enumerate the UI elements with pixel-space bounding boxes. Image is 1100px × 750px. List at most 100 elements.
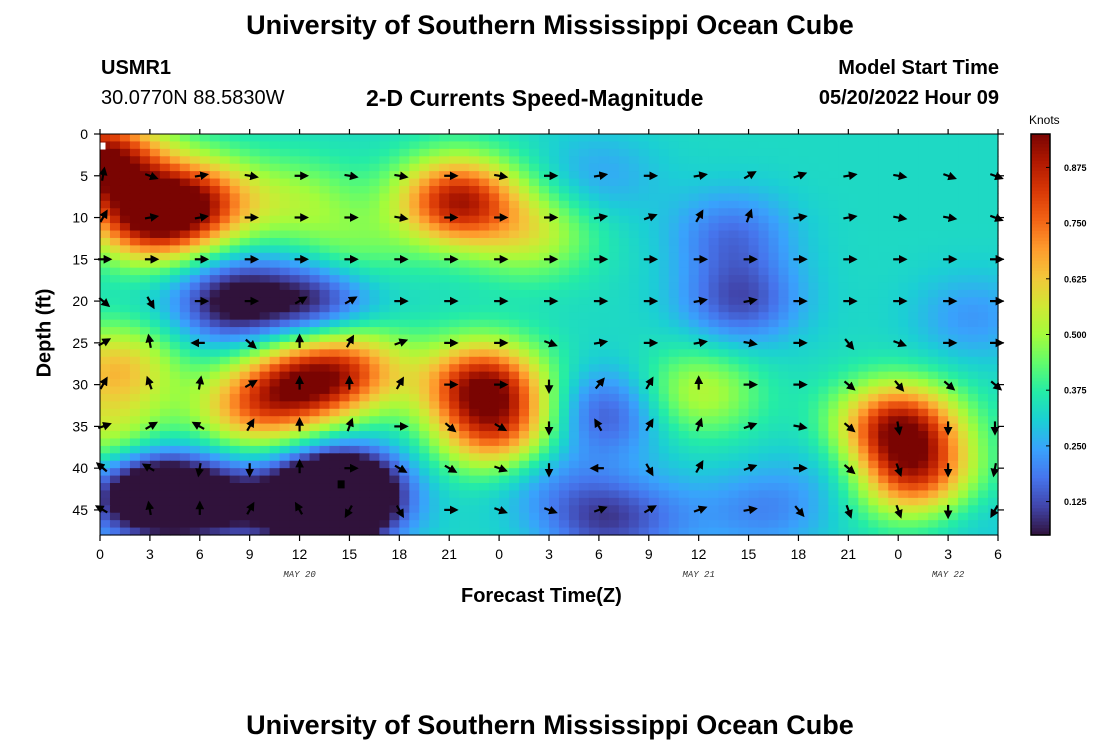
heat-cell: [588, 445, 600, 454]
heat-cell: [129, 223, 141, 232]
heat-cell: [229, 223, 241, 232]
heat-cell: [479, 334, 490, 343]
heat-cell: [149, 208, 161, 217]
heat-cell: [588, 497, 600, 506]
heat-cell: [958, 393, 969, 402]
heat-cell: [658, 483, 670, 492]
heat-cell: [359, 223, 370, 232]
heat-cell: [828, 148, 839, 157]
heat-cell: [708, 393, 720, 402]
heat-cell: [439, 141, 450, 150]
heat-cell: [858, 423, 869, 432]
heat-cell: [389, 245, 400, 254]
heat-cell: [199, 237, 211, 246]
heat-cell: [708, 483, 720, 492]
heat-cell: [299, 379, 311, 388]
heat-cell: [100, 245, 111, 254]
heat-cell: [319, 163, 331, 172]
heat-cell: [409, 141, 420, 150]
heat-cell: [409, 319, 420, 328]
heat-cell: [189, 483, 201, 492]
heat-cell: [159, 364, 171, 373]
heat-cell: [129, 408, 141, 417]
heat-cell: [100, 178, 111, 187]
heat-cell: [139, 134, 151, 143]
heat-cell: [139, 483, 151, 492]
heat-cell: [100, 490, 111, 499]
heat-cell: [529, 171, 540, 180]
heat-cell: [329, 230, 341, 239]
heat-cell: [798, 334, 810, 343]
heat-cell: [329, 483, 341, 492]
heat-cell: [229, 341, 241, 350]
heat-cell: [219, 171, 231, 180]
heat-cell: [309, 178, 321, 187]
heat-cell: [439, 431, 450, 440]
heat-cell: [289, 178, 301, 187]
heat-cell: [778, 386, 790, 395]
heat-cell: [778, 483, 790, 492]
heat-cell: [838, 460, 849, 469]
heat-cell: [409, 223, 420, 232]
heat-cell: [558, 319, 570, 328]
heat-cell: [129, 141, 141, 150]
heat-cell: [578, 379, 590, 388]
heat-cell: [898, 408, 909, 417]
heat-cell: [918, 408, 929, 417]
heat-cell: [868, 364, 879, 373]
heat-cell: [319, 252, 331, 261]
heat-cell: [289, 393, 301, 402]
heat-cell: [379, 163, 390, 172]
heat-cell: [778, 334, 790, 343]
heat-cell: [908, 267, 919, 276]
heat-cell: [798, 327, 810, 336]
heat-cell: [818, 289, 829, 298]
heat-cell: [199, 312, 211, 321]
heat-cell: [389, 252, 400, 261]
heat-cell: [179, 401, 191, 410]
heat-cell: [598, 260, 610, 269]
heat-cell: [329, 282, 341, 291]
heat-cell: [329, 185, 341, 195]
heat-cell: [169, 134, 181, 143]
heat-cell: [708, 431, 720, 440]
heat-cell: [568, 156, 580, 165]
heat-cell: [818, 386, 829, 395]
heat-cell: [888, 386, 899, 395]
heat-cell: [878, 527, 889, 536]
heat-cell: [678, 364, 690, 373]
heat-cell: [419, 371, 430, 380]
heat-cell: [379, 468, 390, 477]
heat-cell: [409, 505, 420, 514]
heat-cell: [898, 185, 909, 195]
heat-cell: [768, 252, 780, 261]
heat-cell: [818, 334, 829, 343]
heat-cell: [409, 245, 420, 254]
heat-cell: [169, 438, 181, 447]
heat-cell: [469, 312, 480, 321]
heat-cell: [938, 460, 949, 469]
heat-cell: [938, 208, 949, 217]
heat-cell: [499, 490, 510, 499]
heat-cell: [439, 460, 450, 469]
heat-cell: [808, 371, 819, 380]
heat-cell: [908, 379, 919, 388]
heat-cell: [678, 171, 690, 180]
heat-cell: [588, 356, 600, 365]
heat-cell: [898, 356, 909, 365]
heat-cell: [968, 349, 979, 358]
heat-cell: [888, 468, 899, 477]
heat-cell: [588, 282, 600, 291]
heat-cell: [349, 483, 361, 492]
heat-cell: [898, 349, 909, 358]
heat-cell: [309, 156, 321, 165]
heat-cell: [499, 497, 510, 506]
heat-cell: [688, 364, 700, 373]
heat-cell: [738, 497, 750, 506]
heat-cell: [908, 252, 919, 261]
heat-cell: [429, 505, 440, 514]
heat-cell: [608, 520, 620, 529]
heat-cell: [908, 215, 919, 224]
heat-cell: [179, 267, 191, 276]
heat-cell: [369, 245, 380, 254]
